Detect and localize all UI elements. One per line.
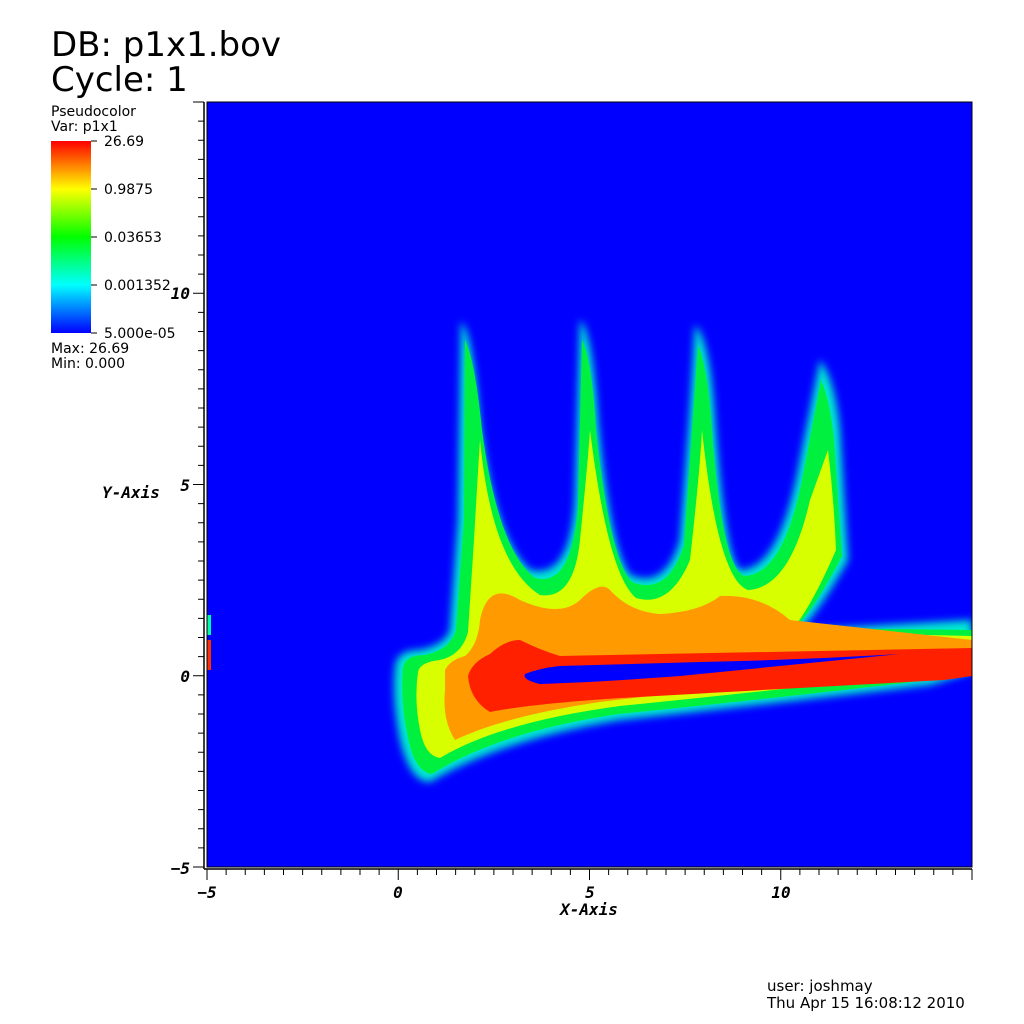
plot-area bbox=[207, 102, 972, 867]
edge-strip bbox=[207, 640, 211, 670]
x-tick-label: −5 bbox=[197, 883, 216, 902]
colorbar-tick-label: 26.69 bbox=[104, 134, 144, 150]
database-title: DB: p1x1.bov bbox=[51, 25, 282, 65]
cycle-title: Cycle: 1 bbox=[51, 60, 188, 100]
x-tick-label: 10 bbox=[771, 883, 790, 902]
edge-strip bbox=[207, 615, 211, 635]
colorbar-tick-label: 0.001352 bbox=[104, 278, 171, 294]
x-tick-label: 0 bbox=[393, 883, 403, 902]
field-gap bbox=[524, 654, 900, 684]
colorbar-tick-label: 0.03653 bbox=[104, 230, 162, 246]
x-axis-label: X-Axis bbox=[558, 900, 618, 919]
footer-timestamp: Thu Apr 15 16:08:12 2010 bbox=[767, 994, 965, 1012]
y-axis-label: Y-Axis bbox=[102, 483, 160, 502]
colorbar-tick-label: 5.000e-05 bbox=[104, 326, 176, 342]
plot-frame bbox=[206, 101, 973, 868]
y-tick-label: 5 bbox=[180, 476, 190, 495]
legend-variable: Var: p1x1 bbox=[51, 119, 118, 135]
y-tick-label: −5 bbox=[171, 859, 190, 878]
x-tick-label: 5 bbox=[585, 883, 595, 902]
colorbar bbox=[51, 141, 91, 333]
y-axis-ticks bbox=[193, 101, 204, 868]
legend-max: Max: 26.69 bbox=[51, 341, 130, 357]
x-axis-ticks bbox=[206, 869, 973, 880]
footer-user: user: joshmay bbox=[767, 977, 873, 995]
y-tick-label: 0 bbox=[180, 667, 190, 686]
colorbar-tick-label: 0.9875 bbox=[104, 182, 153, 198]
legend-plot-type: Pseudocolor bbox=[51, 104, 136, 120]
y-tick-label: 10 bbox=[171, 284, 190, 303]
legend-min: Min: 0.000 bbox=[51, 356, 126, 372]
